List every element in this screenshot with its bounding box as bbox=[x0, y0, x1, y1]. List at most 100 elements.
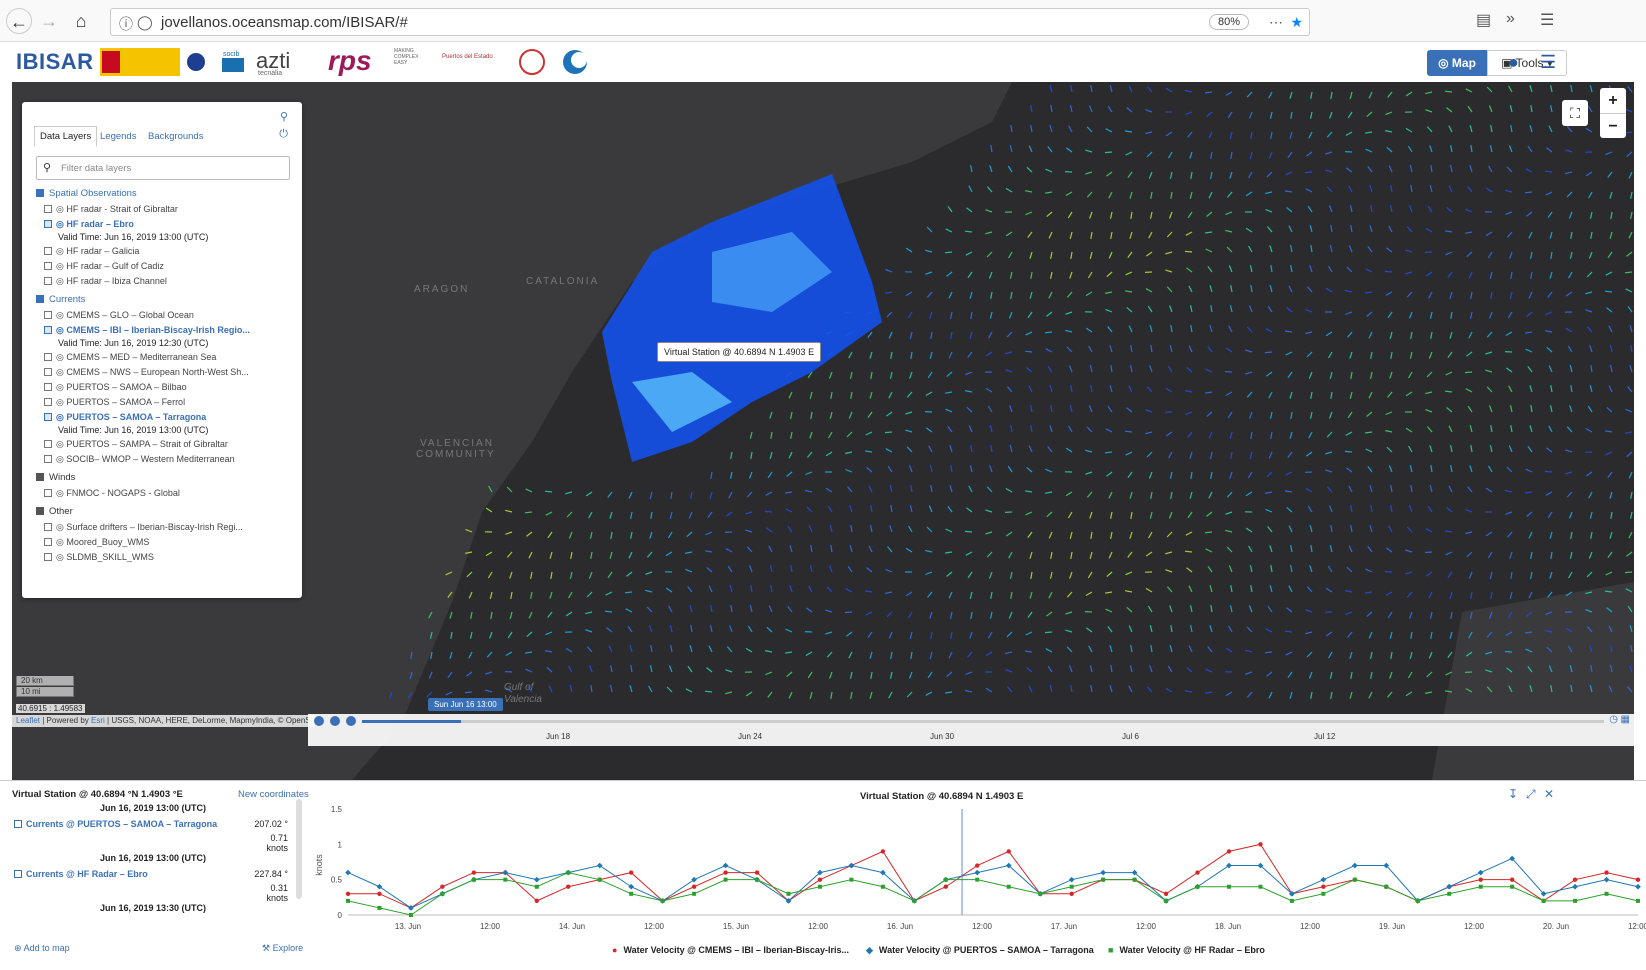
user-icon[interactable]: ● bbox=[1508, 52, 1519, 72]
data-point bbox=[376, 883, 383, 890]
timeline-track[interactable] bbox=[362, 720, 1604, 723]
layer-cmems-ibi[interactable]: ◎ CMEMS – IBI – Iberian-Biscay-Irish Reg… bbox=[44, 325, 250, 336]
layer-samoa-bilbao[interactable]: ◎ PUERTOS – SAMOA – Bilbao bbox=[44, 382, 187, 393]
map-button[interactable]: ◎ Map bbox=[1427, 50, 1487, 76]
checkbox-icon[interactable] bbox=[44, 538, 52, 546]
map-canvas[interactable]: ARAGON CATALONIA VALENCIAN COMMUNITY Gul… bbox=[12, 82, 1634, 780]
step-forward-icon[interactable] bbox=[346, 716, 356, 726]
add-to-map-button[interactable]: ⊕ Add to map bbox=[14, 943, 70, 954]
tab-legends[interactable]: Legends bbox=[100, 131, 137, 142]
step-back-icon[interactable] bbox=[330, 716, 340, 726]
checkbox-icon[interactable] bbox=[44, 413, 52, 421]
filter-layers-input[interactable]: ⚲ Filter data layers bbox=[36, 156, 290, 180]
menu-icon[interactable]: ☰ bbox=[1540, 12, 1555, 29]
checkbox-icon[interactable] bbox=[44, 262, 52, 270]
home-icon[interactable]: ⌂ bbox=[75, 11, 87, 31]
back-arrow-icon[interactable]: ← bbox=[6, 8, 32, 34]
group-currents[interactable]: Currents bbox=[36, 294, 85, 305]
layer-hf-ebro[interactable]: ◎ HF radar – Ebro bbox=[44, 219, 134, 230]
play-icon[interactable] bbox=[314, 716, 324, 726]
layer-cmems-nws[interactable]: ◎ CMEMS – NWS – European North-West Sh..… bbox=[44, 367, 249, 378]
more-actions-icon[interactable]: ⋯ bbox=[1269, 14, 1283, 30]
layer-samoa-ferrol[interactable]: ◎ PUERTOS – SAMOA – Ferrol bbox=[44, 397, 185, 408]
checkbox-icon[interactable] bbox=[44, 368, 52, 376]
checkbox-icon[interactable] bbox=[14, 870, 22, 878]
leaflet-link[interactable]: Leaflet bbox=[16, 716, 41, 725]
zoom-to-layer-icon[interactable]: ⚲ bbox=[279, 111, 288, 123]
library-icon[interactable]: ▤ bbox=[1476, 12, 1492, 29]
data-point bbox=[660, 898, 665, 903]
checkbox-icon[interactable] bbox=[44, 220, 52, 228]
layer-hf-galicia[interactable]: ◎ HF radar – Galicia bbox=[44, 246, 139, 257]
group-winds[interactable]: Winds bbox=[36, 472, 75, 483]
velocity-chart[interactable]: knots 0 0.5 1 1.5 13. Jun 12:00 14. Jun 12:00 15.… bbox=[308, 805, 1646, 943]
layer-fnmoc-nogaps[interactable]: ◎ FNMOC - NOGAPS - Global bbox=[44, 488, 180, 499]
checkbox-icon[interactable] bbox=[44, 383, 52, 391]
series-hf-ebro[interactable]: Currents @ HF Radar – Ebro bbox=[14, 869, 148, 879]
layer-moored-buoy[interactable]: ◎ Moored_Buoy_WMS bbox=[44, 537, 149, 548]
group-spatial-observations[interactable]: Spatial Observations bbox=[36, 188, 137, 199]
layer-socib-wmop[interactable]: ◎ SOCIB– WMOP – Western Mediterranean bbox=[44, 454, 235, 465]
checkbox-icon[interactable] bbox=[44, 277, 52, 285]
calendar-icon[interactable]: ▦ bbox=[1620, 714, 1630, 725]
shield-icon[interactable]: ◯ bbox=[137, 14, 153, 30]
layer-cmems-glo[interactable]: ◎ CMEMS – GLO – Global Ocean bbox=[44, 310, 194, 321]
forward-arrow-icon[interactable]: → bbox=[40, 11, 58, 31]
bookmark-star-icon[interactable]: ★ bbox=[1290, 14, 1303, 30]
checkbox-icon[interactable] bbox=[44, 205, 52, 213]
group-other[interactable]: Other bbox=[36, 506, 73, 517]
tab-backgrounds[interactable]: Backgrounds bbox=[148, 131, 204, 142]
zoom-level-badge[interactable]: 80% bbox=[1208, 14, 1249, 30]
zoom-in-button[interactable]: + bbox=[1608, 92, 1618, 109]
checkbox-icon[interactable] bbox=[44, 353, 52, 361]
zoom-out-button[interactable]: − bbox=[1600, 113, 1626, 138]
layer-sampa-gibraltar[interactable]: ◎ PUERTOS – SAMPA – Strait of Gibraltar bbox=[44, 439, 228, 450]
layer-hf-cadiz[interactable]: ◎ HF radar – Gulf of Cadiz bbox=[44, 261, 164, 272]
series-tarragona[interactable]: Currents @ PUERTOS – SAMOA – Tarragona bbox=[14, 819, 217, 829]
layer-samoa-tarragona[interactable]: ◎ PUERTOS – SAMOA – Tarragona bbox=[44, 412, 206, 423]
layer-surface-drifters[interactable]: ◎ Surface drifters – Iberian-Biscay-Iris… bbox=[44, 522, 243, 533]
virtual-station-tooltip[interactable]: Virtual Station @ 40.6894 N 1.4903 E bbox=[657, 342, 822, 362]
scrollbar[interactable] bbox=[296, 799, 302, 899]
checkbox-icon[interactable] bbox=[44, 247, 52, 255]
brand-logo[interactable]: IBISAR bbox=[16, 49, 94, 74]
tools-button[interactable]: ▣ Tools ▾ bbox=[1487, 50, 1567, 76]
url-text[interactable]: jovellanos.oceansmap.com/IBISAR/# bbox=[161, 14, 408, 31]
valid-time: Valid Time: Jun 16, 2019 13:00 (UTC) bbox=[58, 425, 209, 435]
checkbox-icon[interactable] bbox=[44, 440, 52, 448]
close-icon[interactable]: ✕ bbox=[1544, 787, 1555, 801]
layer-cmems-med[interactable]: ◎ CMEMS – MED – Mediterranean Sea bbox=[44, 352, 216, 363]
layer-sldmb-skill[interactable]: ◎ SLDMB_SKILL_WMS bbox=[44, 552, 154, 563]
legend-samoa-tarragona[interactable]: ◆ Water Velocity @ PUERTOS – SAMOA – Tarr… bbox=[866, 945, 1094, 956]
power-icon[interactable]: ⏻ bbox=[279, 128, 288, 140]
hamburger-menu-icon[interactable]: ☰ bbox=[1540, 52, 1557, 72]
socib-logo-text: socib bbox=[223, 51, 239, 58]
puertos-logo: Puertos del Estado bbox=[442, 54, 493, 60]
explore-button[interactable]: ⚒ Explore bbox=[262, 943, 303, 954]
url-bar[interactable]: ⓘ ◯ jovellanos.oceansmap.com/IBISAR/# 80… bbox=[110, 8, 1310, 36]
checkbox-icon[interactable] bbox=[44, 311, 52, 319]
checkbox-icon[interactable] bbox=[44, 326, 52, 334]
new-coordinates-link[interactable]: New coordinates bbox=[238, 789, 309, 800]
expand-icon[interactable]: ⤢ bbox=[1526, 787, 1536, 801]
legend-hf-ebro[interactable]: ■ Water Velocity @ HF Radar – Ebro bbox=[1108, 945, 1265, 955]
checkbox-icon[interactable] bbox=[44, 553, 52, 561]
legend-cmems-ibi[interactable]: ● Water Velocity @ CMEMS – IBI – Iberian-… bbox=[612, 945, 849, 955]
info-icon[interactable]: ⓘ bbox=[119, 16, 133, 32]
clock-icon[interactable]: ◷ bbox=[1609, 714, 1618, 725]
checkbox-icon[interactable] bbox=[14, 820, 22, 828]
checkbox-icon[interactable] bbox=[44, 489, 52, 497]
download-icon[interactable]: ↧ bbox=[1508, 787, 1519, 801]
tab-data-layers[interactable]: Data Layers bbox=[34, 126, 98, 147]
checkbox-icon[interactable] bbox=[44, 398, 52, 406]
fullscreen-icon[interactable]: ⛶ bbox=[1562, 100, 1588, 126]
esri-link[interactable]: Esri bbox=[91, 716, 105, 725]
checkbox-icon[interactable] bbox=[44, 523, 52, 531]
x-tick-label: 20. Jun bbox=[1543, 922, 1569, 931]
checkbox-icon[interactable] bbox=[44, 455, 52, 463]
layer-hf-gibraltar[interactable]: ◎ HF radar - Strait of Gibraltar bbox=[44, 204, 178, 215]
layer-hf-ibiza[interactable]: ◎ HF radar – Ibiza Channel bbox=[44, 276, 167, 287]
data-point bbox=[1195, 884, 1200, 889]
overflow-chevron-icon[interactable]: » bbox=[1506, 10, 1515, 27]
timeline-slider[interactable]: Jun 18 Jun 24 Jun 30 Jul 6 Jul 12 ◷ ▦ bbox=[308, 714, 1634, 746]
